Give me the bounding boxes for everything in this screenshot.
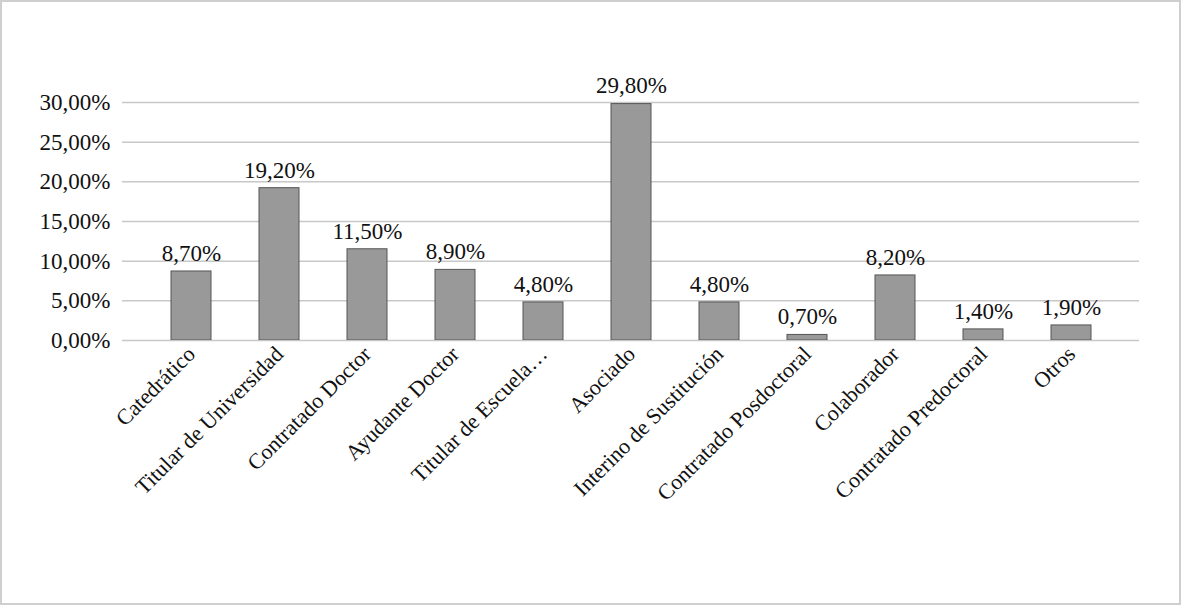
svg-text:1,40%: 1,40% [954, 299, 1013, 324]
svg-text:Otros: Otros [1028, 341, 1080, 393]
svg-text:0,00%: 0,00% [51, 328, 110, 353]
svg-text:Ayudante Doctor: Ayudante Doctor [340, 341, 464, 466]
svg-text:Contratado Doctor: Contratado Doctor [242, 341, 376, 476]
svg-text:25,00%: 25,00% [40, 130, 111, 155]
svg-text:11,50%: 11,50% [332, 219, 402, 244]
svg-text:4,80%: 4,80% [690, 272, 749, 297]
svg-text:Contratado Posdoctoral: Contratado Posdoctoral [652, 341, 816, 505]
svg-text:4,80%: 4,80% [514, 272, 573, 297]
svg-text:8,70%: 8,70% [162, 241, 221, 266]
svg-text:0,70%: 0,70% [778, 304, 837, 329]
svg-text:15,00%: 15,00% [40, 209, 111, 234]
svg-text:Colaborador: Colaborador [809, 341, 905, 437]
svg-text:20,00%: 20,00% [40, 169, 111, 194]
svg-text:8,90%: 8,90% [426, 239, 485, 264]
svg-text:Asociado: Asociado [564, 341, 640, 417]
svg-text:8,20%: 8,20% [866, 245, 925, 270]
svg-text:1,90%: 1,90% [1042, 295, 1101, 320]
svg-text:Contratado Predoctoral: Contratado Predoctoral [830, 341, 992, 503]
svg-text:30,00%: 30,00% [40, 90, 111, 115]
svg-text:Titular de Escuela…: Titular de Escuela… [406, 341, 552, 487]
svg-text:5,00%: 5,00% [51, 288, 110, 313]
svg-text:19,20%: 19,20% [244, 158, 315, 183]
svg-text:Catedrático: Catedrático [111, 341, 200, 430]
svg-text:Titular de Universidad: Titular de Universidad [130, 341, 288, 499]
svg-text:29,80%: 29,80% [596, 73, 667, 98]
svg-text:Interino de Sustitución: Interino de Sustitución [569, 341, 728, 500]
svg-text:10,00%: 10,00% [40, 249, 111, 274]
